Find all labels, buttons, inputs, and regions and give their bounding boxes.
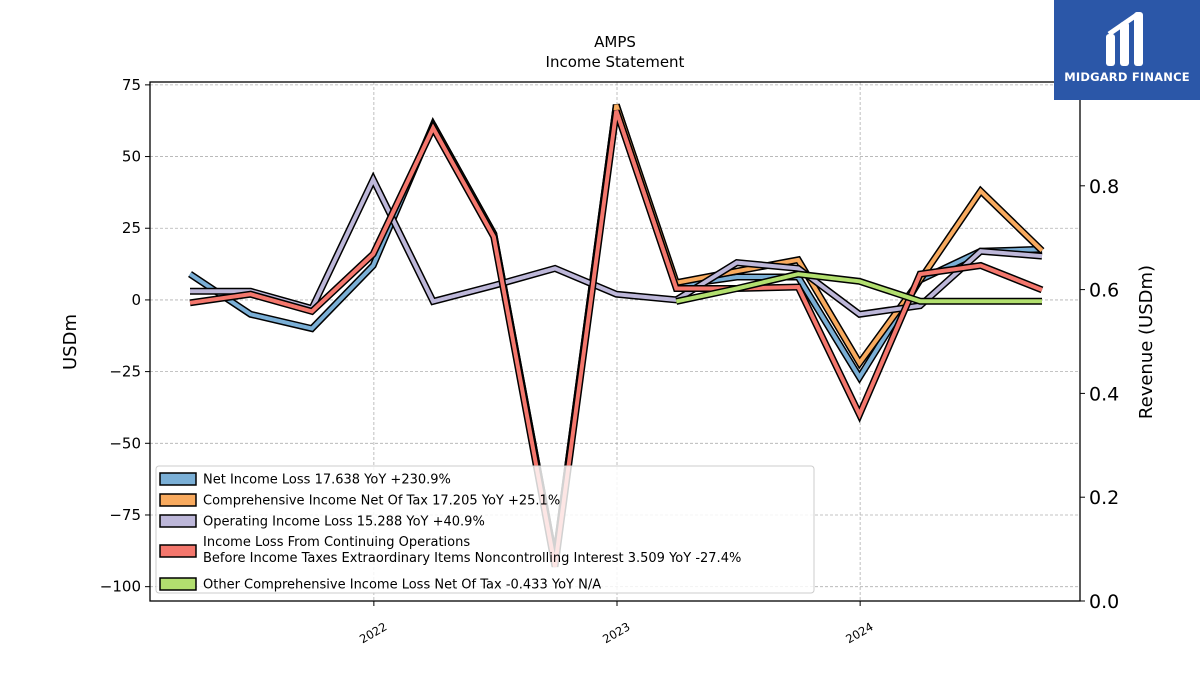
y2-tick-label: 0.0 — [1089, 591, 1119, 613]
brand-mark-icon — [1106, 11, 1143, 66]
legend-label: Comprehensive Income Net Of Tax 17.205 Y… — [203, 494, 560, 509]
y2-tick-label: 0.6 — [1089, 280, 1119, 302]
plot-lines — [188, 103, 1045, 568]
brand-name: MIDGARD FINANCE — [1064, 70, 1190, 84]
y-axis: 75 50 25 0 −25 −50 −75 −100 — [100, 76, 150, 596]
legend-swatch — [159, 514, 197, 528]
y2-axis-label: Revenue (USDm) — [1136, 265, 1157, 419]
series-line — [190, 174, 1043, 317]
y-tick-label: −100 — [100, 578, 141, 596]
y-tick-label: −50 — [109, 434, 141, 452]
y-axis-label: USDm — [60, 314, 81, 370]
x-tick-label: 2023 — [600, 619, 632, 646]
legend-box — [155, 465, 815, 594]
chart-subtitle: Income Statement — [546, 53, 685, 71]
y-tick-label: 25 — [122, 219, 141, 237]
legend-swatch — [159, 577, 197, 591]
x-axis: 2022 2023 2024 — [357, 601, 876, 646]
chart-title: AMPS — [594, 33, 636, 51]
plot-frame — [149, 81, 1081, 602]
legend-swatch — [159, 472, 197, 486]
y2-tick-label: 0.4 — [1089, 383, 1119, 405]
y2-tick-label: 0.2 — [1089, 487, 1119, 509]
legend-label: Operating Income Loss 15.288 YoY +40.9% — [203, 515, 485, 530]
brand-logo: MIDGARD FINANCE — [1054, 0, 1200, 100]
y-tick-label: −75 — [109, 506, 141, 524]
y-tick-label: −25 — [109, 363, 141, 381]
legend-label-line: Income Loss From Continuing Operations — [203, 535, 470, 550]
y-tick-label: 50 — [122, 148, 141, 166]
y-tick-label: 75 — [122, 76, 141, 94]
series-line — [189, 110, 1043, 567]
legend-label-line: Before Income Taxes Extraordinary Items … — [203, 551, 741, 566]
legend-swatch — [159, 493, 197, 507]
y2-tick-label: 0.8 — [1089, 176, 1119, 198]
series-line — [675, 272, 1042, 304]
y-tick-label: 0 — [131, 291, 141, 309]
legend: Net Income Loss 17.638 YoY +230.9% Compre… — [155, 465, 815, 594]
legend-label: Other Comprehensive Income Loss Net Of T… — [203, 578, 601, 593]
x-tick-label: 2022 — [357, 619, 389, 646]
legend-swatch — [159, 544, 197, 558]
legend-label: Net Income Loss 17.638 YoY +230.9% — [203, 473, 451, 488]
x-tick-label: 2024 — [843, 619, 875, 646]
y2-axis: 0.8 0.6 0.4 0.2 0.0 — [1080, 176, 1119, 613]
